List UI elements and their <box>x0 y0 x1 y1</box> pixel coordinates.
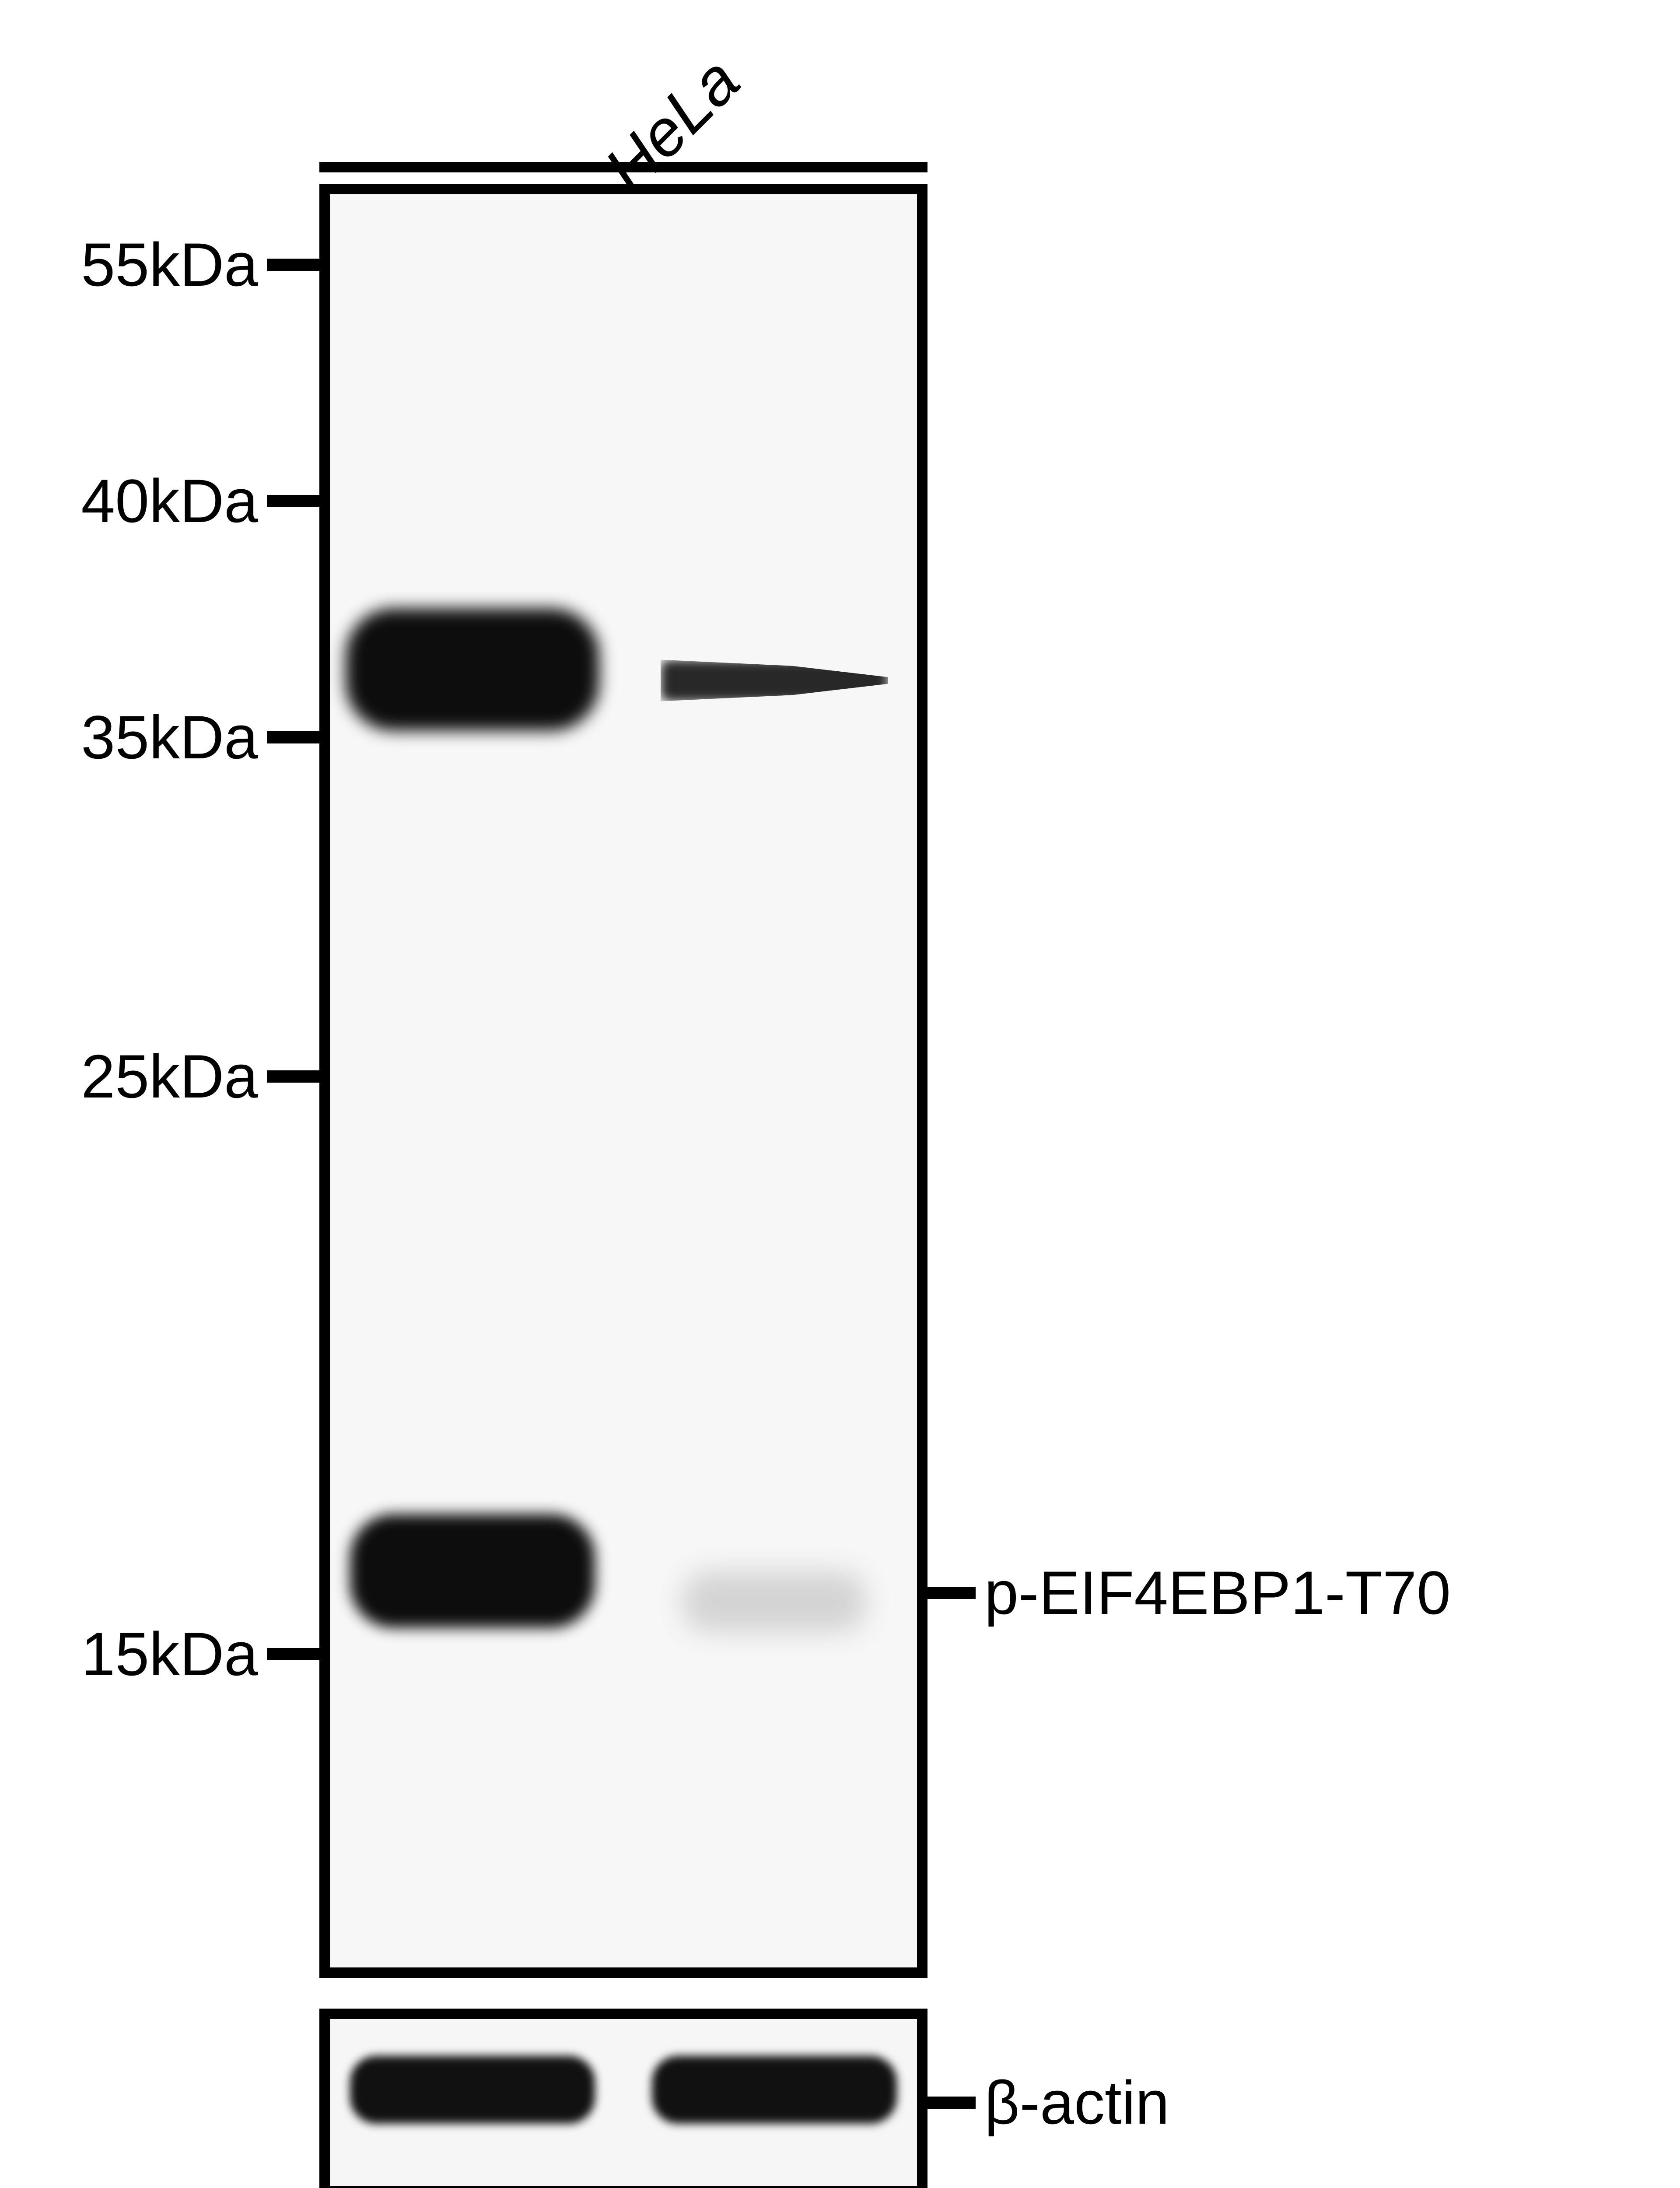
overlay-layer: 55kDa 40kDa 35kDa 25kDa 15kDa p-EIF4EBP1-T70 β… <box>0 0 1680 2188</box>
mw-tick-55 <box>267 259 319 271</box>
main-right-tick <box>928 1587 976 1599</box>
western-blot-figure: HeLa 55kDa40kDa35kDa25kDa15kDap-EIF4EBP1… <box>0 0 1680 2188</box>
mw-tick-35 <box>267 731 319 743</box>
actin-band-0 <box>350 2056 595 2124</box>
main-band-2 <box>350 1514 595 1628</box>
mw-label-15: 15kDa <box>81 1619 258 1690</box>
actin-right-label: β-actin <box>984 2067 1169 2138</box>
main-right-label: p-EIF4EBP1-T70 <box>984 1557 1451 1628</box>
mw-tick-40 <box>267 495 319 507</box>
actin-right-tick <box>928 2097 976 2109</box>
main-band-0 <box>346 608 599 731</box>
mw-tick-15 <box>267 1648 319 1660</box>
mw-label-25: 25kDa <box>81 1041 258 1112</box>
main-band-3 <box>682 1571 866 1632</box>
main-band-1 <box>661 660 888 701</box>
mw-label-40: 40kDa <box>81 466 258 536</box>
actin-band-1 <box>652 2056 897 2124</box>
mw-label-55: 55kDa <box>81 229 258 300</box>
mw-tick-25 <box>267 1070 319 1083</box>
mw-label-35: 35kDa <box>81 702 258 773</box>
